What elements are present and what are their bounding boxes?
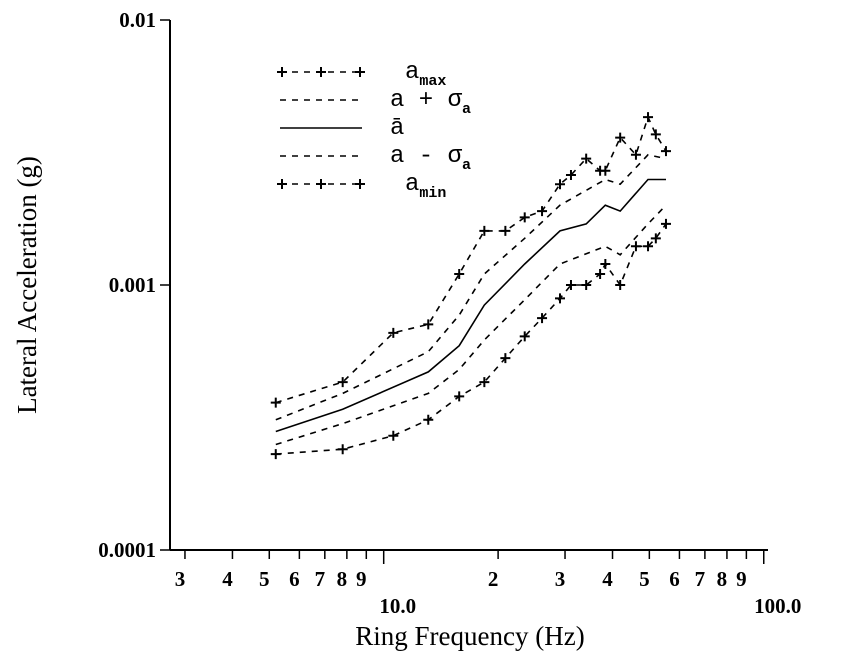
plus-marker [660,146,671,157]
legend-marker [316,67,326,77]
plus-marker [537,313,548,324]
plus-marker [388,327,399,338]
plus-marker [500,225,511,236]
x-tick-label: 9 [356,567,367,591]
x-axis-title: Ring Frequency (Hz) [355,621,584,651]
plus-marker [581,280,592,290]
legend-name: a - σ [390,143,463,170]
legend-name: a [405,171,419,198]
y-tick-label: 0.01 [119,8,156,32]
legend-marker [355,179,365,189]
legend-name: ā [390,115,404,142]
x-tick-label: 4 [602,567,613,591]
plus-marker [565,280,576,290]
plus-marker [454,391,465,402]
legend-name: a + σ [390,87,463,114]
plus-marker [479,377,490,388]
series-line [275,223,667,455]
plus-marker [537,206,548,217]
plus-marker [581,153,592,164]
legend-label: ā [390,115,404,142]
legend-marker [316,179,326,189]
plus-marker [643,241,654,252]
plus-marker [555,293,566,304]
legend-marker [355,67,365,77]
plus-marker [565,170,576,181]
legend-subscript: min [419,185,446,202]
plus-marker [423,319,434,330]
plus-marker [650,233,661,244]
y-axis-title: Lateral Acceleration (g) [12,156,42,414]
x-tick-label: 2 [488,567,499,591]
x-tick-label: 5 [259,567,270,591]
series-line [275,204,667,446]
x-tick-label: 8 [717,567,728,591]
plus-marker [454,269,465,280]
plus-marker [337,444,348,455]
plus-marker [423,414,434,425]
x-tick-label: 7 [695,567,706,591]
legend-label: a - σa [390,143,471,174]
plus-marker [479,225,490,236]
x-tick-label: 10.0 [379,594,416,618]
legend-label: amin [405,171,446,202]
plus-marker [500,353,511,364]
legend-subscript: a [462,157,471,174]
plus-marker [643,112,654,123]
plus-marker [555,179,566,190]
plus-marker [615,132,626,143]
legend-label: amax [405,59,446,90]
plus-marker [650,129,661,140]
plus-marker [630,241,641,252]
plus-marker [270,397,281,408]
x-tick-label: 4 [222,567,233,591]
legend-marker [277,67,287,77]
x-tick-label: 3 [175,567,186,591]
legend-subscript: a [462,101,471,118]
plus-marker [337,377,348,388]
x-tick-label: 100.0 [754,594,801,618]
x-tick-label: 7 [315,567,326,591]
legend-name: a [405,59,419,86]
x-tick-label: 5 [639,567,650,591]
plus-marker [630,149,641,160]
plus-marker [270,449,281,460]
series-line [275,178,666,433]
x-tick-label: 9 [736,567,747,591]
x-tick-label: 6 [669,567,680,591]
y-tick-label: 0.001 [109,273,156,297]
plus-marker [519,331,530,342]
plus-marker [595,269,606,280]
plus-marker [660,218,671,229]
y-tick-label: 0.0001 [98,538,156,562]
legend-label: a + σa [390,87,471,118]
legend-marker [277,179,287,189]
legend-subscript: max [419,73,446,90]
plus-marker [519,212,530,223]
series-line [275,153,667,421]
plus-marker [615,280,626,290]
plus-marker [388,430,399,441]
x-tick-label: 8 [337,567,348,591]
plus-marker [600,165,611,176]
x-tick-label: 6 [289,567,300,591]
x-tick-label: 3 [555,567,566,591]
plus-marker [600,259,611,270]
